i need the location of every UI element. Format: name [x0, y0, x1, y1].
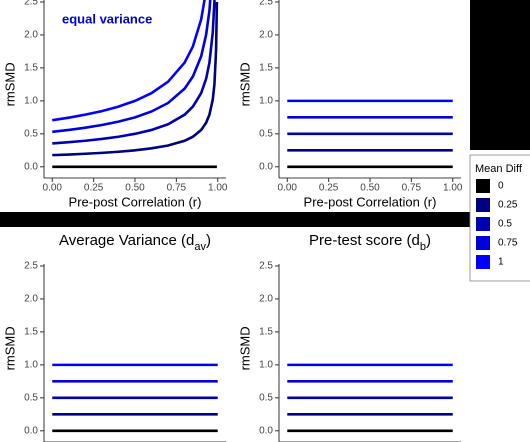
- title-part: av: [194, 241, 206, 253]
- y-tick-label: 1.0: [259, 96, 273, 107]
- x-tick-label: 0.75: [167, 183, 187, 194]
- y-tick-label: 1.0: [259, 360, 273, 371]
- panel-title: Pre-test score (db): [309, 232, 431, 253]
- y-tick-label: 0.0: [24, 161, 38, 172]
- y-axis-label: rmSMD: [2, 62, 17, 106]
- x-tick-label: 0.25: [319, 183, 339, 194]
- y-tick-label: 1.5: [24, 327, 38, 338]
- series-line: [52, 0, 216, 145]
- panel-title: Average Variance (dav): [59, 232, 211, 253]
- y-tick-label: 1.0: [24, 360, 38, 371]
- x-axis-label: Pre-post Correlation (r): [69, 194, 202, 209]
- title-part: ): [206, 232, 211, 249]
- title-part: b: [420, 241, 426, 253]
- plot-lines: [287, 99, 453, 169]
- legend-swatch: [476, 179, 490, 193]
- x-tick-label: 1.00: [443, 183, 463, 194]
- plot-lines: [52, 0, 219, 169]
- plot-lines: [52, 363, 218, 433]
- legend-label: 0.25: [498, 200, 518, 211]
- y-tick-label: 0.0: [259, 161, 273, 172]
- legend-swatch: [476, 236, 490, 250]
- legend-swatch: [476, 217, 490, 231]
- series-line: [52, 0, 206, 122]
- y-tick-label: 2.5: [24, 261, 38, 272]
- y-axis-label: rmSMD: [237, 62, 252, 106]
- x-axis-label: Pre-post Correlation (r): [304, 194, 437, 209]
- y-tick-label: 1.0: [24, 96, 38, 107]
- separator-band: [0, 212, 470, 227]
- x-tick-label: 0.50: [125, 183, 145, 194]
- legend-label: 1: [498, 257, 504, 268]
- x-tick-label: 0.25: [84, 183, 104, 194]
- x-tick-label: 0.00: [43, 183, 63, 194]
- legend-swatch: [476, 198, 490, 212]
- x-tick-label: 0.00: [278, 183, 298, 194]
- y-tick-label: 2.0: [24, 294, 38, 305]
- legend-swatch: [476, 255, 490, 269]
- legend-label: 0.75: [498, 238, 518, 249]
- y-axis-label: rmSMD: [237, 326, 252, 370]
- legend-label: 0: [498, 181, 504, 192]
- series-line: [52, 0, 212, 134]
- y-tick-label: 2.0: [24, 30, 38, 41]
- title-part: ): [426, 232, 431, 249]
- y-tick-label: 0.5: [259, 392, 273, 403]
- plot-lines: [287, 363, 453, 433]
- y-tick-label: 0.0: [259, 425, 273, 436]
- y-tick-label: 1.5: [259, 327, 273, 338]
- corner-band: [470, 0, 530, 150]
- y-axis-label: rmSMD: [2, 326, 17, 370]
- y-tick-label: 2.0: [259, 30, 273, 41]
- series-line: [52, 1, 219, 157]
- x-tick-label: 0.50: [360, 183, 380, 194]
- title-part: Pre-test score (d: [309, 232, 420, 249]
- x-tick-label: 1.00: [208, 183, 228, 194]
- y-tick-label: 1.5: [24, 63, 38, 74]
- y-tick-label: 0.5: [24, 392, 38, 403]
- y-tick-label: 2.5: [259, 261, 273, 272]
- y-tick-label: 0.0: [24, 425, 38, 436]
- annotation: equal variance: [62, 11, 152, 26]
- y-tick-label: 1.5: [259, 63, 273, 74]
- y-tick-label: 2.5: [259, 0, 273, 8]
- y-tick-label: 0.5: [24, 128, 38, 139]
- y-tick-label: 0.5: [259, 128, 273, 139]
- title-part: Average Variance (d: [59, 232, 194, 249]
- y-tick-label: 2.0: [259, 294, 273, 305]
- legend-label: 0.5: [498, 219, 512, 230]
- x-tick-label: 0.75: [402, 183, 422, 194]
- legend-title: Mean Diff: [475, 163, 523, 175]
- y-tick-label: 2.5: [24, 0, 38, 8]
